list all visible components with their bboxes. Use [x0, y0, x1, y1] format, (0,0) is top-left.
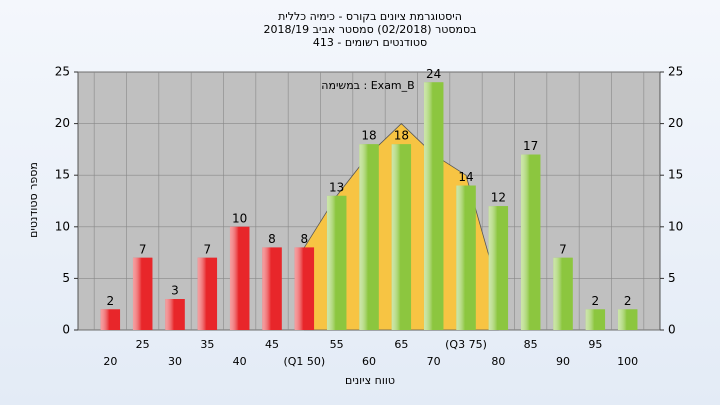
y-tick-label: 5 — [62, 271, 70, 285]
value-label: 2 — [624, 294, 632, 308]
x-tick-label: 20 — [103, 355, 117, 368]
x-tick-label: 60 — [362, 355, 376, 368]
value-label: 18 — [394, 129, 409, 143]
value-label: 8 — [301, 232, 309, 246]
y2-tick-label: 25 — [668, 65, 683, 79]
value-label: 14 — [458, 170, 473, 184]
bar-shine — [553, 257, 573, 330]
x-tick-label: 30 — [168, 355, 182, 368]
chart-subtitle: סטודנטים רשומים - 413 — [313, 36, 427, 49]
x-tick-label: 95 — [588, 338, 602, 351]
value-label: 24 — [426, 67, 441, 81]
y-tick-label: 25 — [55, 65, 70, 79]
bar-shine — [359, 144, 379, 330]
y-tick-label: 15 — [55, 168, 70, 182]
x-tick-label: 80 — [491, 355, 505, 368]
value-label: 8 — [268, 232, 276, 246]
x-tick-label: 55 — [330, 338, 344, 351]
chart-title: היסטוגרמת ציונים בקורס - כימיה כללית — [278, 10, 462, 23]
bar-shine — [456, 185, 476, 330]
value-label: 2 — [592, 294, 600, 308]
y-axis-label: מספר סטודנטים — [27, 162, 40, 238]
bar-shine — [262, 247, 282, 330]
y2-tick-label: 0 — [668, 323, 676, 337]
y2-tick-label: 20 — [668, 116, 683, 130]
value-label: 7 — [559, 242, 567, 256]
bar-shine — [585, 309, 606, 330]
bar-shine — [326, 195, 347, 330]
value-label: 10 — [232, 211, 247, 225]
bar-shine — [423, 82, 444, 330]
value-label: 17 — [523, 139, 538, 153]
bar-shine — [165, 299, 185, 330]
value-label: 13 — [329, 180, 344, 194]
x-tick-label: 45 — [265, 338, 279, 351]
y-tick-label: 20 — [55, 116, 70, 130]
value-label: 7 — [139, 242, 147, 256]
value-label: 18 — [361, 129, 376, 143]
y2-tick-label: 10 — [668, 219, 683, 233]
x-tick-label: 25 — [136, 338, 150, 351]
value-label: 12 — [491, 191, 506, 205]
bar-shine — [520, 154, 541, 330]
value-label: 2 — [107, 294, 115, 308]
x-tick-label: (Q3 75) — [445, 338, 487, 351]
bar-shine — [229, 226, 250, 330]
x-tick-label: 65 — [394, 338, 408, 351]
chart-subtitle: בסמסטר (02/2018) סמסטר אביב 2018/19 — [263, 23, 476, 36]
x-tick-label: 70 — [427, 355, 441, 368]
x-tick-label: 90 — [556, 355, 570, 368]
x-axis-label: טווח ציונים — [345, 374, 395, 387]
y-tick-label: 0 — [62, 323, 70, 337]
y2-tick-label: 15 — [668, 168, 683, 182]
bar-shine — [617, 309, 638, 330]
x-tick-label: 35 — [200, 338, 214, 351]
bar-shine — [391, 144, 412, 330]
x-tick-label: 100 — [617, 355, 638, 368]
x-tick-label: 40 — [233, 355, 247, 368]
x-tick-label: 85 — [524, 338, 538, 351]
bar-shine — [132, 257, 153, 330]
bar-shine — [197, 257, 218, 330]
value-label: 3 — [171, 284, 179, 298]
bar-shine — [488, 206, 509, 330]
bar-shine — [294, 247, 315, 330]
value-label: 7 — [204, 242, 212, 256]
y-tick-label: 10 — [55, 219, 70, 233]
y2-tick-label: 5 — [668, 271, 676, 285]
x-tick-label: (Q1 50) — [283, 355, 325, 368]
bar-shine — [100, 309, 121, 330]
annotation: במשימה : Exam_B — [321, 79, 414, 92]
